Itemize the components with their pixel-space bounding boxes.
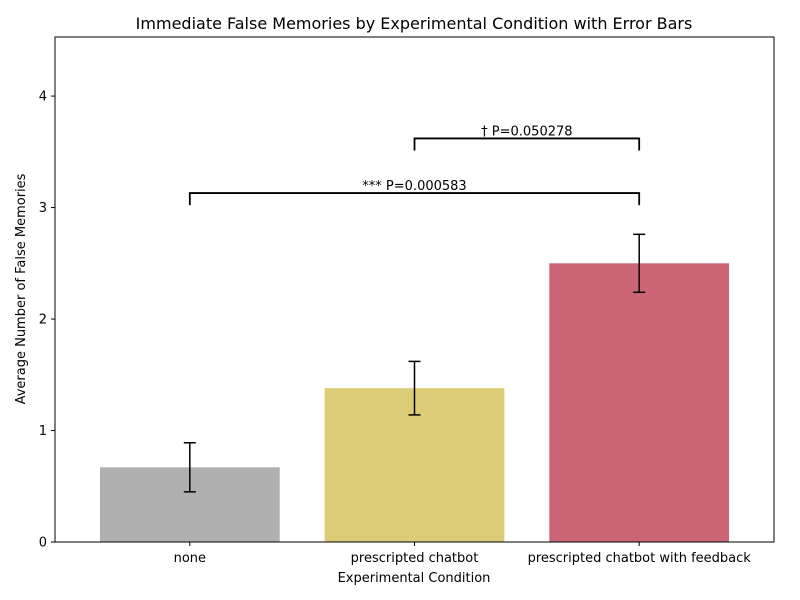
y-tick-label-2: 2 xyxy=(39,313,47,328)
significance-label-1: † P=0.050278 xyxy=(481,124,572,139)
x-tick-label-0: none xyxy=(174,551,206,566)
y-tick-label-0: 0 xyxy=(39,536,47,551)
significance-label-0: *** P=0.000583 xyxy=(362,179,466,194)
x-tick-label-2: prescripted chatbot with feedback xyxy=(528,551,752,566)
significance-bracket-1 xyxy=(413,137,641,151)
x-tick-label-1: prescripted chatbot xyxy=(351,551,479,566)
bars-group xyxy=(99,263,730,542)
y-axis-label: Average Number of False Memories xyxy=(14,173,29,404)
significance-bracket-0 xyxy=(188,192,641,206)
y-tick-label-1: 1 xyxy=(39,424,47,439)
x-axis: none prescripted chatbot prescripted chatb… xyxy=(174,542,752,566)
y-tick-label-3: 3 xyxy=(39,201,47,216)
x-axis-label: Experimental Condition xyxy=(338,571,491,586)
significance-annotations: *** P=0.000583 † P=0.050278 xyxy=(188,124,641,206)
y-tick-label-4: 4 xyxy=(39,90,47,105)
y-axis: 0 1 2 3 4 xyxy=(39,90,55,551)
bar-2 xyxy=(549,263,730,542)
chart-title: Immediate False Memories by Experimental… xyxy=(136,14,693,33)
error-bars-group xyxy=(183,233,646,493)
